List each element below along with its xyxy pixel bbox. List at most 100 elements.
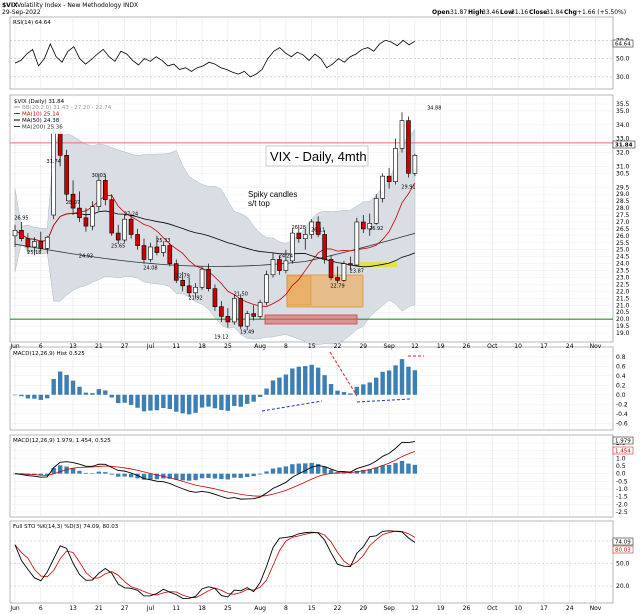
price-point-label: 25.18 xyxy=(27,250,41,256)
spiky-note: Spiky candles xyxy=(248,190,297,199)
macd-hist-bar xyxy=(32,394,37,399)
macd-hist-bar xyxy=(38,394,43,400)
x-tick-label: 27 xyxy=(121,343,129,350)
macd-bar xyxy=(283,466,289,474)
candle-body xyxy=(135,234,140,246)
macd-hist-bar xyxy=(277,377,282,395)
macd-hist-bar xyxy=(303,366,308,395)
x-tick-label: 11 xyxy=(172,343,180,350)
legend-box xyxy=(12,97,97,134)
macd-y-tick: 1.0 xyxy=(616,455,626,462)
macd-bar xyxy=(45,473,50,475)
price-point-label: 26.11 xyxy=(311,227,325,233)
macd-hist-bar xyxy=(180,394,185,414)
x-tick-label: Jun xyxy=(9,343,20,350)
price-point-label: 22.79 xyxy=(176,273,190,279)
sto-d-tag-box xyxy=(612,545,634,554)
macd-bar xyxy=(328,469,334,474)
price-current-tag: 31.84 xyxy=(615,143,633,149)
macd-bar xyxy=(135,473,140,479)
price-point-label: 30.03 xyxy=(92,173,106,179)
price-y-tick: 35.0 xyxy=(616,108,630,115)
x-tick-label: 29 xyxy=(359,343,367,350)
candle-body xyxy=(186,285,192,294)
macd-hist-bar xyxy=(374,377,379,395)
candle-body xyxy=(96,180,102,207)
x-tick-label-bottom: Jun xyxy=(9,605,20,612)
x-tick-label-bottom: 26 xyxy=(463,605,471,612)
macd-tag-box xyxy=(612,436,634,445)
price-point-label: 25.65 xyxy=(111,244,125,250)
x-tick-label-bottom: 11 xyxy=(172,605,180,612)
price-y-tick: 28.5 xyxy=(616,198,630,205)
candle-body xyxy=(341,263,347,281)
macd-hist-bar xyxy=(57,371,63,395)
header-close-value: 31.84 xyxy=(546,9,563,16)
x-tick-label: 17 xyxy=(540,343,548,350)
candle-body xyxy=(225,316,231,323)
macd-hist-bar xyxy=(103,390,108,395)
macd-bar xyxy=(251,473,256,477)
price-point-label: 19.12 xyxy=(214,334,228,340)
macd-hist-bar xyxy=(354,386,360,395)
x-tick-label: 19 xyxy=(437,343,445,350)
macd-bar xyxy=(412,464,418,474)
x-tick-label: 26 xyxy=(463,343,471,350)
candle-body xyxy=(141,245,147,260)
macd-bar xyxy=(90,473,95,474)
spiky-note-box xyxy=(246,188,298,209)
macd-bar xyxy=(386,464,392,474)
x-tick-label-bottom: Nov xyxy=(590,605,602,612)
macd-hist-bar xyxy=(232,394,237,406)
price-y-tick: 33.0 xyxy=(616,136,630,143)
candle-body xyxy=(373,198,379,224)
macd-hist-bar xyxy=(245,394,250,404)
macd-bar xyxy=(57,465,63,474)
sft-top-note: s/t top xyxy=(248,199,270,208)
candle-body xyxy=(77,207,82,219)
macd-y-tick: 0.0 xyxy=(616,471,626,478)
macd-hist-bar xyxy=(64,374,69,395)
candle-body xyxy=(232,298,237,323)
macd-hist-bar xyxy=(154,394,160,411)
header-chg-value: +1.66 (+5.50%) xyxy=(577,9,626,16)
macd-bar xyxy=(303,463,308,474)
candlesticks xyxy=(12,112,418,331)
x-tick-label-bottom: 6 xyxy=(39,605,43,612)
price-point-label: 21.50 xyxy=(234,291,248,297)
candle-body xyxy=(277,259,282,271)
x-tick-label: 24 xyxy=(566,343,574,350)
price-y-tick: 31.0 xyxy=(616,163,630,170)
macd-bar xyxy=(380,465,385,474)
price-point-label: 26.95 xyxy=(14,216,28,222)
red-divergence-line-1 xyxy=(329,351,358,397)
price-y-tick: 29.0 xyxy=(616,191,630,198)
macd-y-tick: 0.5 xyxy=(616,463,626,470)
candle-body xyxy=(238,298,244,327)
macd-bar xyxy=(348,473,353,474)
candle-body xyxy=(380,175,385,199)
x-tick-label: 12 xyxy=(411,343,419,350)
ma200-line xyxy=(14,232,416,267)
macd-hist-bar xyxy=(361,384,366,395)
x-tick-label: 10 xyxy=(514,343,522,350)
macd-hist-bar xyxy=(257,394,263,397)
x-tick-label-bottom: Jul xyxy=(146,605,155,612)
candle-body xyxy=(283,260,289,271)
macd-hist-bar xyxy=(167,394,172,410)
price-point-label: 24.24 xyxy=(279,253,293,259)
macd-hist-bar xyxy=(109,394,114,398)
macd-bar xyxy=(206,473,211,478)
rsi-y-tick: 30.0 xyxy=(616,74,630,81)
macd-hist-bar xyxy=(90,393,95,395)
candle-body xyxy=(206,268,211,289)
macd-hist-bar xyxy=(77,386,82,395)
macd-hist-bar xyxy=(322,375,327,395)
price-y-tick: 24.5 xyxy=(616,254,630,261)
macd-bar xyxy=(180,473,185,481)
macd-hist-bar xyxy=(335,390,340,395)
candle-body xyxy=(193,286,198,294)
macd-bar xyxy=(77,470,82,474)
